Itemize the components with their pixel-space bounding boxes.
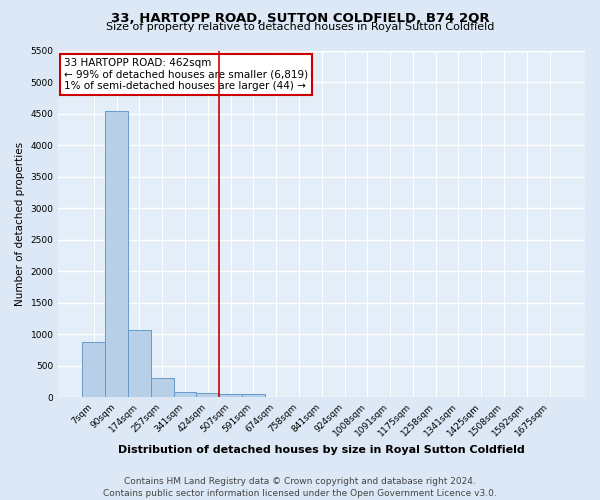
Text: Contains HM Land Registry data © Crown copyright and database right 2024.
Contai: Contains HM Land Registry data © Crown c… (103, 476, 497, 498)
Text: 33 HARTOPP ROAD: 462sqm
← 99% of detached houses are smaller (6,819)
1% of semi-: 33 HARTOPP ROAD: 462sqm ← 99% of detache… (64, 58, 308, 91)
Bar (196, 392, 219, 397)
Text: 33, HARTOPP ROAD, SUTTON COLDFIELD, B74 2QR: 33, HARTOPP ROAD, SUTTON COLDFIELD, B74 … (110, 12, 490, 26)
Bar (151, 378, 173, 397)
Bar (105, 112, 128, 397)
Text: Size of property relative to detached houses in Royal Sutton Coldfield: Size of property relative to detached ho… (106, 22, 494, 32)
Y-axis label: Number of detached properties: Number of detached properties (15, 142, 25, 306)
X-axis label: Distribution of detached houses by size in Royal Sutton Coldfield: Distribution of detached houses by size … (118, 445, 525, 455)
Bar (173, 392, 196, 397)
Bar (128, 330, 151, 397)
Bar (242, 394, 265, 397)
Bar (82, 342, 105, 397)
Bar (219, 394, 242, 397)
